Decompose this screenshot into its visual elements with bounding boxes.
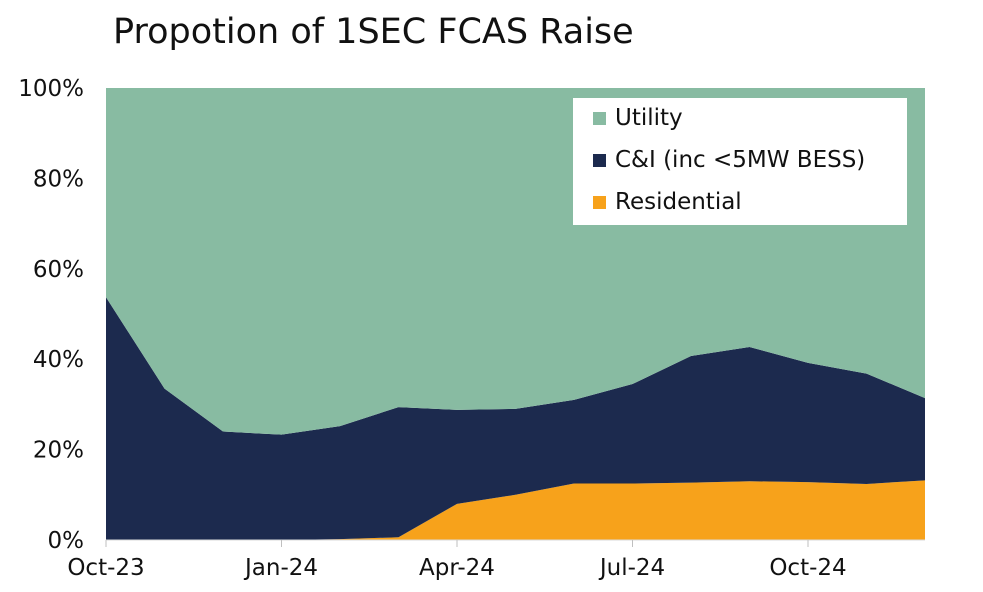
- x-tick-label: Jan-24: [243, 555, 318, 581]
- area-c-i-inc-5mw-bess: [106, 297, 925, 540]
- y-tick-label: 0%: [48, 528, 85, 554]
- y-tick-label: 80%: [33, 166, 84, 192]
- legend-swatch-residential: [593, 196, 606, 209]
- x-tick-label: Apr-24: [419, 555, 495, 581]
- legend-label-utility: Utility: [615, 105, 683, 131]
- axes-layer: 0% 20% 40% 60% 80% 100% Oct-23 Jan-24 Apr-24 Jul-…: [18, 76, 925, 581]
- legend-swatch-utility: [593, 112, 606, 125]
- legend-swatch-c-i-inc-5mw-bess: [593, 154, 606, 167]
- legend-box: [573, 98, 907, 225]
- legend: Utility C&I (inc <5MW BESS) Residential: [573, 98, 907, 225]
- legend-label-c-i-inc-5mw-bess: C&I (inc <5MW BESS): [615, 147, 865, 173]
- y-tick-label: 100%: [18, 76, 84, 102]
- y-tick-label: 60%: [33, 257, 84, 283]
- x-tick-label: Oct-23: [67, 555, 144, 581]
- legend-label-residential: Residential: [615, 189, 742, 215]
- y-tick-label: 40%: [33, 347, 84, 373]
- y-tick-label: 20%: [33, 438, 84, 464]
- x-tick-label: Jul-24: [598, 555, 665, 581]
- x-tick-label: Oct-24: [769, 555, 846, 581]
- area-residential: [106, 480, 925, 540]
- chart-title: Propotion of 1SEC FCAS Raise: [113, 12, 634, 52]
